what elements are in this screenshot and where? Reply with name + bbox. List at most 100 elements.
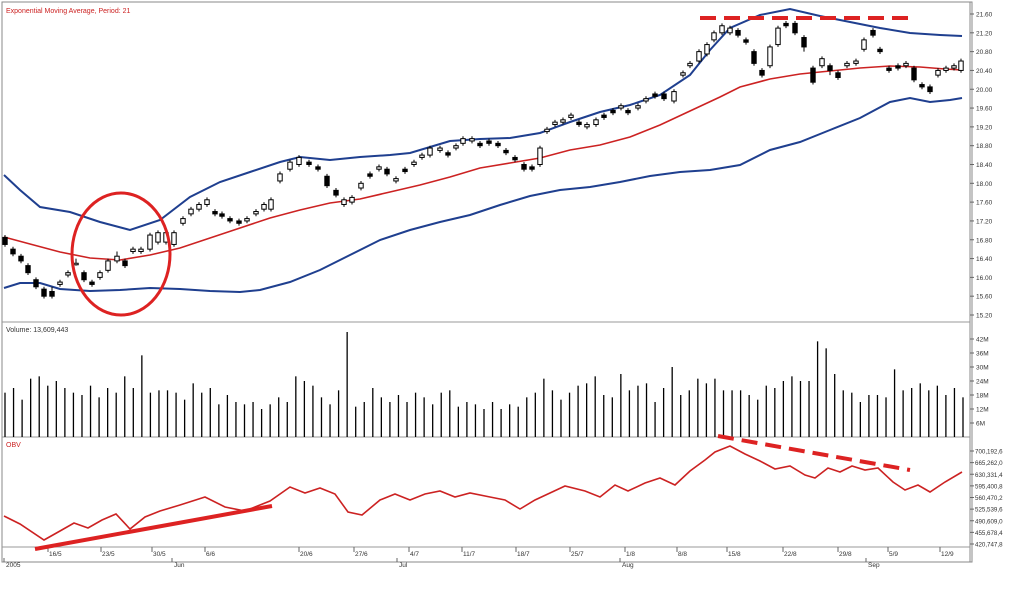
candle	[227, 216, 233, 224]
obv-tick-label: 595,400,8	[975, 483, 1003, 490]
candle	[544, 126, 550, 134]
price-tick-label: 18.80	[976, 143, 993, 150]
candle	[277, 171, 283, 184]
candle	[495, 140, 501, 149]
price-tick-label: 16.80	[976, 237, 993, 244]
date-tick-label: 15/8	[728, 551, 741, 558]
candle	[935, 68, 941, 78]
candle	[10, 246, 16, 257]
candle	[853, 58, 859, 66]
candle	[568, 112, 574, 120]
candle	[759, 68, 765, 78]
candle	[895, 63, 901, 71]
candle	[775, 25, 781, 47]
volume-tick-label: 30M	[976, 365, 989, 372]
price-tick-label: 18.00	[976, 181, 993, 188]
obv-tick-label: 665,262,0	[975, 460, 1003, 467]
price-tick-label: 16.00	[976, 275, 993, 282]
obv-divergence-line	[717, 434, 911, 472]
date-tick-label: 25/7	[571, 551, 584, 558]
candle	[696, 49, 702, 64]
candle	[903, 61, 909, 69]
candle	[65, 270, 71, 278]
candle	[41, 286, 47, 299]
date-tick-label: 5/9	[889, 551, 898, 558]
candle	[445, 150, 451, 158]
month-tick-label: Jul	[399, 562, 408, 569]
candle	[296, 155, 302, 167]
candle	[844, 61, 850, 69]
candle	[652, 91, 658, 99]
candle	[477, 140, 483, 149]
candle	[727, 25, 733, 36]
obv-tick-label: 560,470,2	[975, 495, 1003, 502]
volume-bars	[4, 332, 964, 437]
candle	[33, 277, 39, 290]
date-tick-label: 4/7	[410, 551, 419, 558]
volume-tick-label: 24M	[976, 379, 989, 386]
obv-series-line	[3, 445, 963, 541]
date-tick-label: 22/8	[784, 551, 797, 558]
candle	[958, 58, 964, 73]
candle	[827, 63, 833, 76]
candle	[877, 46, 883, 54]
candle	[81, 270, 87, 283]
volume-tick-label: 18M	[976, 393, 989, 400]
candle	[122, 258, 128, 268]
candle	[402, 166, 408, 174]
candle	[751, 49, 757, 66]
volume-tick-label: 36M	[976, 351, 989, 358]
obv-trend-line	[34, 504, 273, 551]
price-tick-label: 15.60	[976, 294, 993, 301]
candle	[57, 279, 63, 287]
candle	[212, 209, 218, 217]
candle	[870, 28, 876, 38]
date-tick-label: 1/8	[626, 551, 635, 558]
obv-axis-ticks: 700,192,6 665,262,0 630,331,4 595,400,8 560,…	[970, 449, 1003, 549]
candle	[155, 230, 161, 245]
candle	[97, 270, 103, 280]
candle	[576, 119, 582, 127]
date-tick-label: 18/7	[517, 551, 530, 558]
candle	[453, 143, 459, 151]
price-tick-label: 17.60	[976, 200, 993, 207]
candle	[89, 279, 95, 287]
candle	[253, 209, 259, 217]
date-tick-label: 8/8	[678, 551, 687, 558]
candle	[138, 246, 144, 254]
volume-panel-label: Volume: 13,609,443	[6, 327, 68, 334]
candle	[919, 82, 925, 90]
candle	[783, 21, 789, 29]
price-axis-ticks: 21.60 21.20 20.80 20.40 20.00 19.60 19.20 18.80…	[970, 12, 993, 320]
obv-tick-label: 455,678,4	[975, 530, 1003, 537]
candle	[735, 28, 741, 38]
price-tick-label: 19.20	[976, 124, 993, 131]
price-tick-label: 20.80	[976, 49, 993, 56]
month-tick-label: Jun	[174, 562, 185, 569]
candle	[419, 152, 425, 160]
volume-tick-label: 6M	[976, 421, 985, 428]
candle	[584, 122, 590, 130]
volume-tick-label: 42M	[976, 337, 989, 344]
candle	[643, 96, 649, 104]
candle	[188, 206, 194, 217]
candle	[486, 138, 492, 146]
obv-tick-label: 420,747,8	[975, 542, 1003, 549]
candle	[819, 56, 825, 69]
candle	[593, 117, 599, 127]
candle	[661, 91, 667, 102]
candle	[171, 230, 177, 247]
candle	[341, 197, 347, 207]
candle	[610, 108, 616, 116]
date-tick-label: 12/9	[941, 551, 954, 558]
price-tick-label: 21.20	[976, 30, 993, 37]
candle	[236, 218, 242, 226]
price-candles	[2, 21, 964, 299]
candle	[324, 173, 330, 189]
date-tick-label: 23/5	[102, 551, 115, 558]
date-tick-label: 11/7	[463, 551, 476, 558]
candle	[376, 164, 382, 172]
highlight-circle	[70, 191, 172, 317]
candle	[393, 176, 399, 184]
candle	[943, 65, 949, 73]
